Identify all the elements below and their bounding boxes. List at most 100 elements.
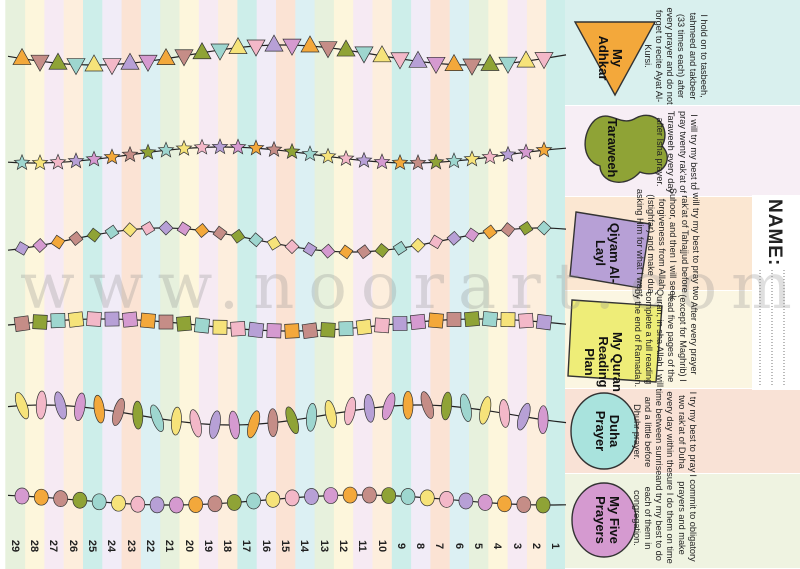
day-column-stripe [333,0,354,569]
day-number: 6 [452,542,465,550]
garland-oval [132,400,144,430]
garland-star [337,149,355,166]
garland-bead [111,494,126,512]
garland-bead [169,496,184,514]
garland-square [284,323,300,339]
garland-triangle [30,54,50,72]
garland-bead [362,486,377,504]
garland-diamond [68,231,84,246]
quran-plan-badge [567,299,663,383]
garland-bead [535,496,551,514]
garland-star [373,153,391,170]
day-number: 11 [356,540,369,552]
day-number: 29 [8,539,21,553]
garland-star [211,138,229,155]
garland-star [517,143,535,160]
garland-oval [170,406,182,436]
garland-triangle [462,58,482,76]
name-label: NAME: [764,199,785,267]
garland-diamond [158,220,174,236]
day-column-stripe [468,0,489,569]
garland-oval [363,394,375,423]
garland-oval [344,396,357,426]
garland-oval [285,406,299,435]
day-column-stripe [487,0,508,569]
garland-square [392,316,408,332]
garland-oval [209,410,221,439]
garland-oval [54,391,67,420]
garland-bead [91,493,107,511]
garland-triangle [210,43,230,61]
day-column-stripe [526,0,547,569]
day-column-stripe [217,0,238,569]
garland-triangle [318,41,338,59]
day-number: 18 [221,539,234,553]
day-column-stripe [391,0,412,569]
day-column-stripe [294,0,315,569]
garland-star [301,145,319,162]
day-column-stripe [236,0,257,569]
garland-triangle [246,39,266,57]
garland-star [499,145,517,162]
day-number: 15 [279,539,291,553]
garland-diamond [410,237,426,253]
garland-triangle [426,56,446,75]
garland-triangle [66,58,86,76]
garland-triangle [156,47,176,66]
garland-star [121,145,139,163]
garland-bead [342,486,358,504]
garland-square [428,312,444,329]
garland-square [374,317,390,334]
garland-bead [130,495,146,513]
garland-oval [479,396,492,425]
garland-bead [458,492,474,510]
garland-bead [381,487,397,504]
garland-square [50,312,66,329]
garland-square [266,323,282,339]
garland-triangle [120,52,140,70]
garland-star [481,148,499,165]
garland-square [355,318,373,336]
garland-square [481,311,499,328]
day-number: 20 [182,539,195,553]
garland-triangle [408,50,428,68]
day-number: 23 [124,539,137,553]
garland-square [535,313,553,331]
garland-bead [265,491,281,508]
garland-diamond [176,221,192,237]
day-column-stripe [545,0,566,569]
day-number: 25 [86,539,98,553]
duha-description: I try my best to pray two rak'at of Duha… [631,388,698,476]
taraweeh-title: Taraweeh [605,118,620,178]
garland-star [283,142,301,159]
garland-square [121,311,139,328]
garland-square [464,311,480,328]
day-number: 4 [491,542,504,550]
garland-oval [247,410,261,439]
garland-oval [402,390,414,420]
day-column-stripe [24,0,45,569]
garland-triangle [372,45,392,63]
garland-diamond [518,220,534,236]
garland-square [67,311,85,328]
garland-square [301,322,319,340]
day-column-stripe [314,0,334,569]
garland-star [229,138,247,155]
day-column-stripe [256,0,276,569]
garland-oval [459,393,472,422]
day-column-stripe [121,0,141,569]
garland-oval [189,409,202,438]
garland-bead [53,490,68,508]
garland-diamond [266,236,282,251]
garland-bead [33,488,49,506]
garland-diamond [338,244,354,260]
quran-plan-description: After every prayer (except for Maghrib) … [632,288,699,388]
garland-star [85,150,103,167]
garland-triangle [192,42,212,60]
garland-triangle [444,53,464,71]
garland-oval [74,392,86,422]
garland-star [139,143,157,160]
garland-square [500,312,516,328]
